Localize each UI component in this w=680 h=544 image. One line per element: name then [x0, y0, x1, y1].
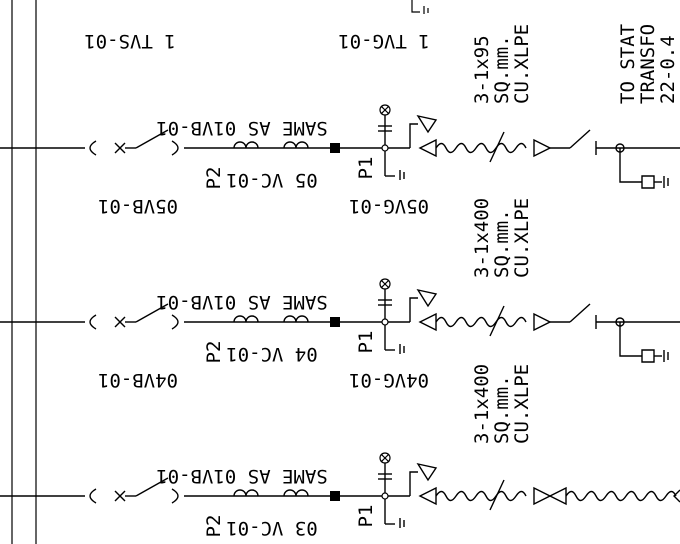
fault-indicator: [379, 278, 391, 290]
p1-label: P1: [355, 157, 377, 180]
p2-label: P2: [203, 515, 225, 538]
ct-tag: 04 VC-01: [226, 343, 318, 365]
cable-size: 3-1x400: [471, 198, 493, 278]
feeder-line: [0, 284, 680, 363]
top-cable-unit: SQ.mm.: [491, 35, 513, 104]
top-note-line1: TO STAT: [617, 24, 639, 104]
vacuum-tag: 05VG-01: [349, 195, 429, 217]
vacuum-tag: 04VG-01: [349, 369, 429, 391]
p2-label: P2: [203, 167, 225, 190]
p2-label: P2: [203, 341, 225, 364]
feeder-row-05: SAME AS 01VB-01 05 VC-01 P2 P1 05VB-01 0…: [0, 104, 680, 278]
ct-tag: 03 VC-01: [226, 517, 318, 539]
current-transformer: [330, 143, 340, 153]
top-note-line3: 22-0.4: [657, 35, 679, 104]
current-transformer: [330, 491, 340, 501]
feeder-line: [0, 110, 680, 189]
p1-label: P1: [355, 331, 377, 354]
breaker-tag: 04VB-01: [98, 369, 178, 391]
same-as-label: SAME AS 01VB-01: [156, 291, 328, 313]
same-as-label: SAME AS 01VB-01: [156, 117, 328, 139]
breaker-tag: 05VB-01: [98, 195, 178, 217]
fault-indicator: [379, 452, 391, 464]
top-note-line2: TRANSFO: [637, 24, 659, 104]
p1-label: P1: [355, 505, 377, 528]
current-transformer: [330, 317, 340, 327]
tvs-tag: 1 TVS-01: [84, 30, 176, 52]
feeder-row-04: SAME AS 01VB-01 04 VC-01 P2 P1 04VB-01 0…: [0, 278, 680, 444]
cable-type: CU.XLPE: [511, 198, 533, 278]
cable-unit: SQ.mm.: [491, 375, 513, 444]
fault-indicator: [379, 104, 391, 116]
top-partial-feeder: 1 TVS-01 1 TVG-01 3-1x95 SQ.mm. CU.XLPE …: [84, 0, 679, 104]
cable-size: 3-1x400: [471, 364, 493, 444]
feeder-line: [0, 458, 680, 528]
top-cable-type: CU.XLPE: [511, 24, 533, 104]
cable-unit: SQ.mm.: [491, 209, 513, 278]
top-cable-size: 3-1x95: [471, 35, 493, 104]
cable-type: CU.XLPE: [511, 364, 533, 444]
feeder-row-03: SAME AS 01VB-01 03 VC-01 P2 P1: [0, 452, 680, 539]
earth-connector: [381, 492, 389, 500]
same-as-label: SAME AS 01VB-01: [156, 465, 328, 487]
earth-connector: [381, 144, 389, 152]
panel-border: [11, 0, 37, 544]
ct-tag: 05 VC-01: [226, 169, 318, 191]
earth-connector: [381, 318, 389, 326]
tvg-tag: 1 TVG-01: [338, 30, 430, 52]
